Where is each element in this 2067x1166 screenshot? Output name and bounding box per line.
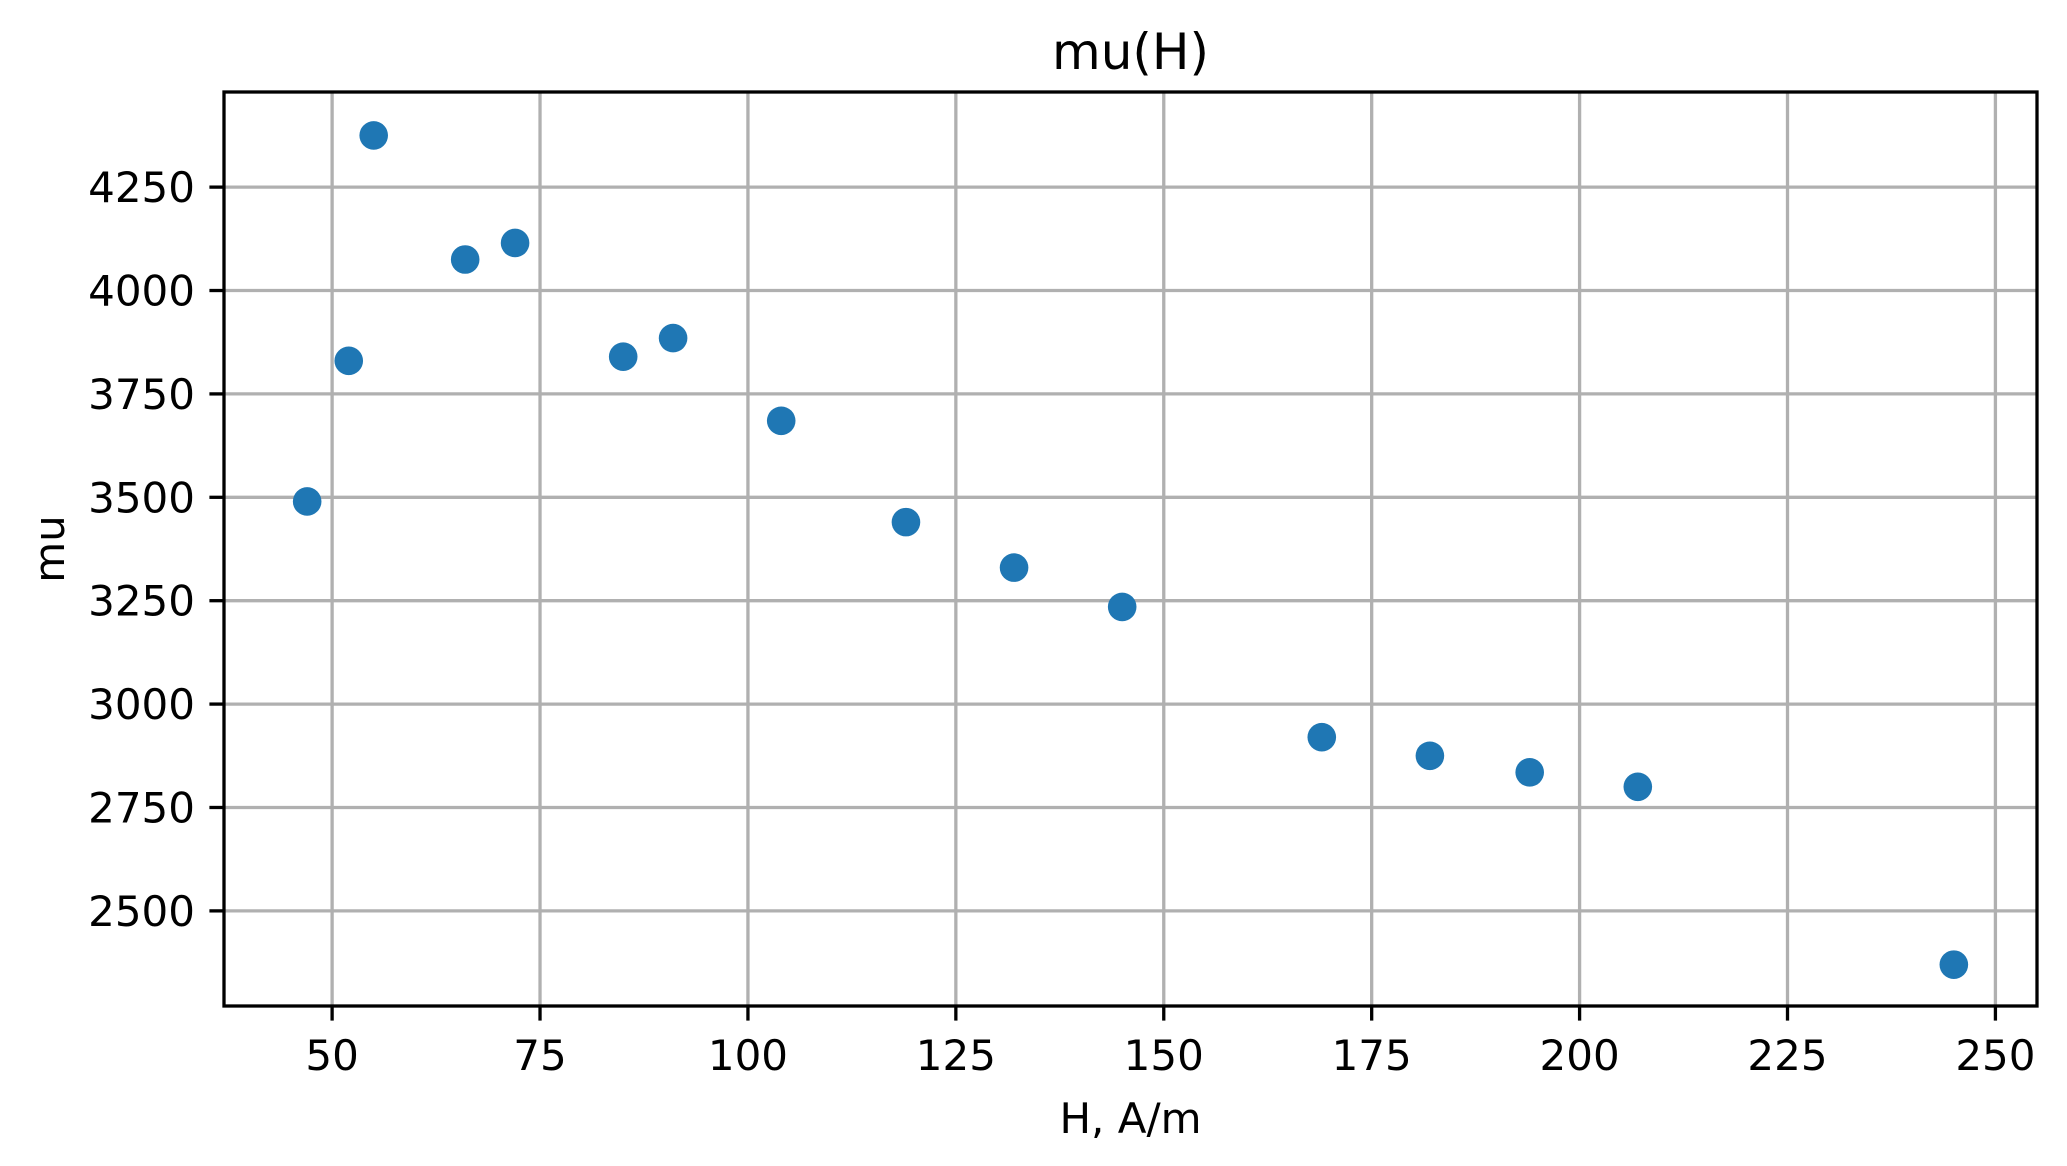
x-tick-label: 50 bbox=[305, 1031, 358, 1080]
y-tick-label: 4250 bbox=[88, 163, 195, 212]
axis-tick-marks bbox=[209, 185, 1998, 1021]
x-tick-label: 225 bbox=[1747, 1031, 1827, 1080]
y-tick-label: 4000 bbox=[88, 267, 195, 316]
y-axis-label: mu bbox=[25, 515, 74, 583]
scatter-point bbox=[500, 228, 530, 258]
scatter-point bbox=[891, 507, 921, 537]
scatter-point bbox=[1307, 722, 1337, 752]
x-tick-labels: 50 75 100 125 150 175 200 225 250 bbox=[305, 1031, 2035, 1080]
scatter-point bbox=[334, 346, 364, 376]
scatter-points bbox=[292, 121, 1969, 979]
plot-border bbox=[222, 90, 2039, 1008]
scatter-point bbox=[999, 553, 1029, 582]
scatter-point bbox=[1939, 950, 1969, 979]
x-tick-label: 100 bbox=[708, 1031, 788, 1080]
y-tick-label: 2500 bbox=[88, 887, 195, 936]
scatter-point bbox=[1623, 772, 1653, 802]
scatter-point bbox=[1107, 592, 1137, 622]
x-tick-label: 200 bbox=[1540, 1031, 1620, 1080]
x-tick-label: 125 bbox=[916, 1031, 996, 1080]
scatter-point bbox=[608, 342, 638, 371]
y-tick-labels: 2500 2750 3000 3250 3500 3750 4000 4250 bbox=[88, 163, 195, 936]
y-tick-label: 3000 bbox=[88, 680, 195, 729]
scatter-point bbox=[359, 121, 388, 150]
y-tick-label: 3250 bbox=[88, 577, 195, 626]
scatter-point bbox=[766, 406, 796, 436]
scatter-point bbox=[292, 487, 322, 516]
y-tick-label: 3750 bbox=[88, 370, 195, 419]
x-axis-label: H, A/m bbox=[1059, 1094, 1201, 1143]
scatter-point bbox=[450, 245, 480, 274]
scatter-point bbox=[1415, 741, 1445, 771]
x-tick-label: 150 bbox=[1124, 1031, 1204, 1080]
grid-lines bbox=[224, 92, 2037, 1006]
chart-title: mu(H) bbox=[1052, 23, 1209, 81]
x-tick-label: 75 bbox=[513, 1031, 566, 1080]
x-tick-label: 250 bbox=[1955, 1031, 2035, 1080]
scatter-point bbox=[658, 323, 688, 353]
scatter-point bbox=[1515, 758, 1544, 787]
x-tick-label: 175 bbox=[1332, 1031, 1412, 1080]
y-tick-label: 2750 bbox=[88, 783, 195, 832]
y-tick-label: 3500 bbox=[88, 473, 195, 522]
